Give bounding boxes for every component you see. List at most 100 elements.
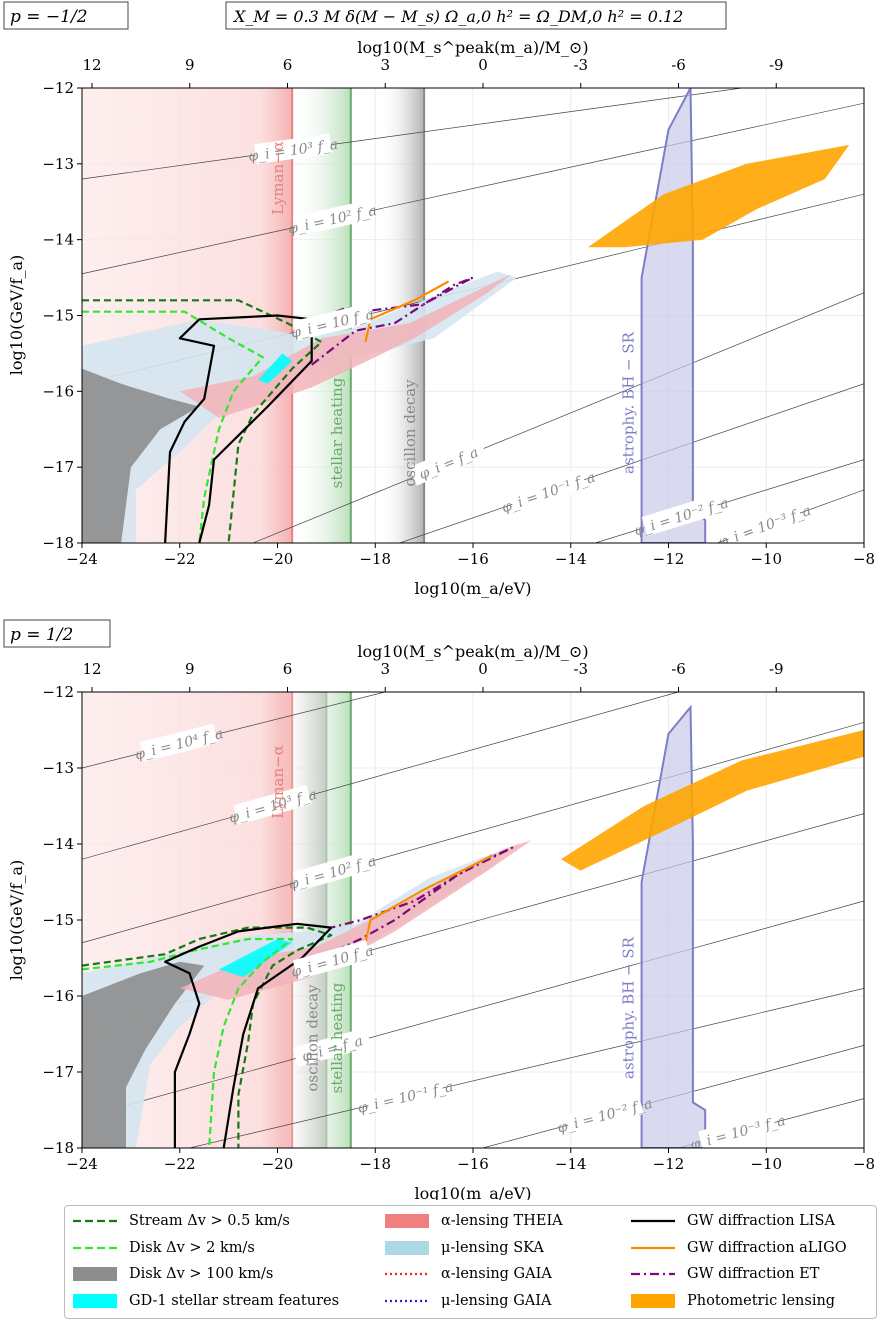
legend-label: Disk Δv > 100 km/s [129,1266,274,1282]
top-tick-label: -9 [769,56,784,74]
contour-label-bg [139,723,219,762]
x-tick-label: −12 [653,550,685,568]
region-lensing-theia [179,840,532,1000]
legend-label: α-lensing THEIA [441,1213,563,1229]
legend: Stream Δv > 0.5 km/s Disk Δv > 2 km/s Di… [64,1205,877,1319]
figure-title: X_M = 0.3 M δ(M − M_s) Ω_a,0 h² = Ω_DM,0… [232,7,683,26]
top-tick-label: 9 [185,660,195,678]
x-tick-label: −22 [164,1155,196,1173]
x-tick-label: −10 [750,1155,782,1173]
contour-line [82,692,386,769]
legend-label: GW diffraction LISA [687,1213,835,1229]
contour-line [595,459,864,543]
panel-p-plus-half: φ_i = 10⁴ f_aφ_i = 10³ f_aφ_i = 10² f_aφ… [42,660,875,1173]
panel-p-minus-half: φ_i = 10³ f_aφ_i = 10² f_aφ_i = 10 f_aφ_… [42,56,875,568]
y-tick-label: −15 [42,911,74,929]
panel1-top-xlabel: log10(M_s^peak(m_a)/M_⊙) [357,38,588,57]
contour-label-bg [292,851,372,892]
contour-label-bg [409,438,488,486]
region-gd-1-stellar-stream-features [218,939,293,977]
legend-item-mu-gaia: μ-lensing GAIA [385,1293,551,1309]
curve-stream-v-0-5-km-s [82,926,333,1148]
contour-label-bg [724,502,804,543]
y-tick-label: −18 [42,1139,74,1157]
legend-item-disk2: Disk Δv > 2 km/s [73,1240,255,1256]
legend-label: α-lensing GAIA [441,1266,552,1282]
contour-line [82,722,864,944]
y-tick-label: −17 [42,1063,74,1081]
band-label-oscillon-decay: oscillon decay [401,379,419,487]
legend-label: μ-lensing GAIA [441,1293,552,1309]
top-tick-label: -9 [769,660,784,678]
legend-swatch [631,1294,675,1308]
contour-label: φ_i = f_a [417,445,481,484]
x-tick-label: −20 [262,550,294,568]
legend-swatch [73,1294,117,1308]
bh-sr-label: astrophy. BH − SR [620,936,638,1079]
top-tick-label: 6 [283,660,293,678]
panel2-top-xlabel: log10(M_s^peak(m_a)/M_⊙) [357,642,588,661]
figure: p = −1/2 X_M = 0.3 M δ(M − M_s) Ω_a,0 h²… [3,1,875,1200]
legend-label: Stream Δv > 0.5 km/s [129,1213,290,1229]
legend-swatch [385,1241,429,1255]
legend-item-et: GW diffraction ET [631,1266,819,1282]
x-tick-label: −16 [457,1155,489,1173]
legend-label: μ-lensing SKA [441,1240,544,1256]
x-tick-label: −18 [359,1155,391,1173]
contour-label: φ_i = 10⁻¹ f_a [356,1079,455,1117]
contour-line [82,102,864,275]
legend-label: Disk Δv > 2 km/s [129,1240,255,1256]
contour-line [82,900,864,1118]
x-tick-label: −14 [555,1155,587,1173]
top-tick-label: 3 [380,56,390,74]
x-tick-label: −18 [359,550,391,568]
curve-gw-diffraction-et [331,846,514,952]
contour-label-bg [565,1094,644,1134]
y-tick-label: −17 [42,458,74,476]
contour-label-bg [508,469,588,513]
y-tick-label: −14 [42,231,74,249]
band-label-stellar-heating: stellar heating [328,982,346,1093]
x-tick-label: −14 [555,550,587,568]
band-stellar-heating [290,692,351,1148]
curve-gw-diffraction-lisa [164,922,333,1148]
legend-swatch [631,1214,675,1228]
panel1-label: p = −1/2 [10,7,88,27]
title-box [225,1,727,30]
contour-label-bg [641,494,721,537]
band-label-oscillon-decay: oscillon decay [303,984,321,1092]
panel2-ylabel: log10(GeV/f_a) [7,860,26,981]
contour-label-bg [292,200,372,237]
legend-item-photometric: Photometric lensing [631,1293,835,1309]
band-label-lyman: Lyman−α [269,745,287,819]
plot-area: φ_i = 10⁴ f_aφ_i = 10³ f_aφ_i = 10² f_aφ… [82,692,864,1148]
legend-item-aligo: GW diffraction aLIGO [631,1240,847,1256]
top-tick-label: 9 [185,56,195,74]
contour-label-bg [292,1027,372,1068]
legend-item-alpha-gaia: α-lensing GAIA [385,1266,552,1282]
legend-item-theia: α-lensing THEIA [385,1213,563,1229]
top-tick-label: -3 [573,660,588,678]
y-tick-label: −13 [42,155,74,173]
contour-line [82,692,679,860]
top-tick-label: -3 [573,56,588,74]
top-tick-label: 0 [478,56,488,74]
x-tick-label: −20 [262,1155,294,1173]
y-tick-label: −16 [42,382,74,400]
contour-label-bg [292,940,372,980]
contour-label-bg [233,784,312,825]
legend-label: GD-1 stellar stream features [129,1293,340,1309]
top-tick-label: -6 [671,56,686,74]
region-photometric-lensing [561,730,864,871]
legend-swatch [631,1267,675,1281]
contour-line [252,292,864,543]
panel1-ylabel: log10(GeV/f_a) [7,255,26,376]
x-tick-label: −24 [66,1155,98,1173]
legend-swatch [385,1294,429,1308]
contour-label-bg [292,303,372,341]
top-tick-label: -6 [671,660,686,678]
y-tick-label: −12 [42,683,74,701]
legend-item-stream: Stream Δv > 0.5 km/s [73,1213,290,1229]
legend-label: GW diffraction aLIGO [687,1240,847,1256]
y-tick-label: −14 [42,835,74,853]
